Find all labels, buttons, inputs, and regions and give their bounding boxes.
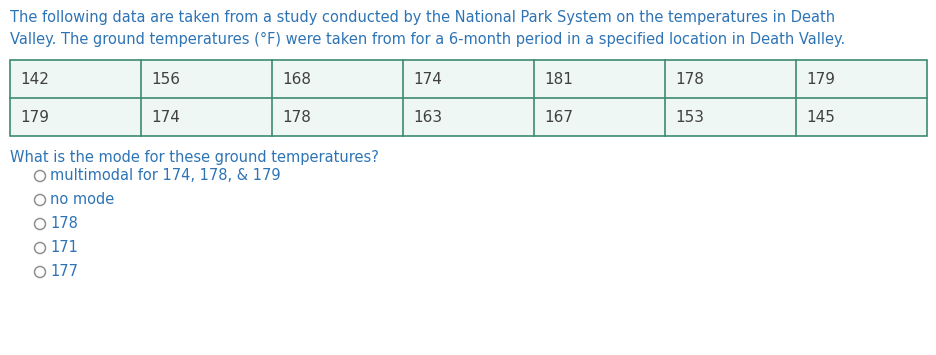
- Text: The following data are taken from a study conducted by the National Park System : The following data are taken from a stud…: [10, 10, 834, 25]
- Text: 178: 178: [282, 109, 311, 125]
- Bar: [10, 60, 926, 136]
- Text: 181: 181: [544, 71, 572, 87]
- Text: 153: 153: [674, 109, 703, 125]
- Text: 142: 142: [20, 71, 49, 87]
- Text: What is the mode for these ground temperatures?: What is the mode for these ground temper…: [10, 150, 378, 165]
- Circle shape: [35, 267, 46, 278]
- Text: multimodal for 174, 178, & 179: multimodal for 174, 178, & 179: [51, 169, 281, 184]
- Text: 178: 178: [674, 71, 703, 87]
- Text: 179: 179: [20, 109, 49, 125]
- Text: 167: 167: [544, 109, 573, 125]
- Text: 177: 177: [51, 264, 79, 279]
- Circle shape: [35, 218, 46, 229]
- Text: 171: 171: [51, 240, 79, 256]
- Text: 156: 156: [151, 71, 180, 87]
- Text: 145: 145: [805, 109, 834, 125]
- Circle shape: [35, 242, 46, 253]
- Text: 174: 174: [413, 71, 442, 87]
- Text: 178: 178: [51, 217, 79, 231]
- Text: 163: 163: [413, 109, 442, 125]
- Text: Valley. The ground temperatures (°F) were taken from for a 6-month period in a s: Valley. The ground temperatures (°F) wer…: [10, 32, 844, 47]
- Text: 179: 179: [805, 71, 834, 87]
- Text: 168: 168: [282, 71, 311, 87]
- Text: no mode: no mode: [51, 192, 114, 208]
- Text: 174: 174: [151, 109, 180, 125]
- Circle shape: [35, 195, 46, 206]
- Circle shape: [35, 170, 46, 181]
